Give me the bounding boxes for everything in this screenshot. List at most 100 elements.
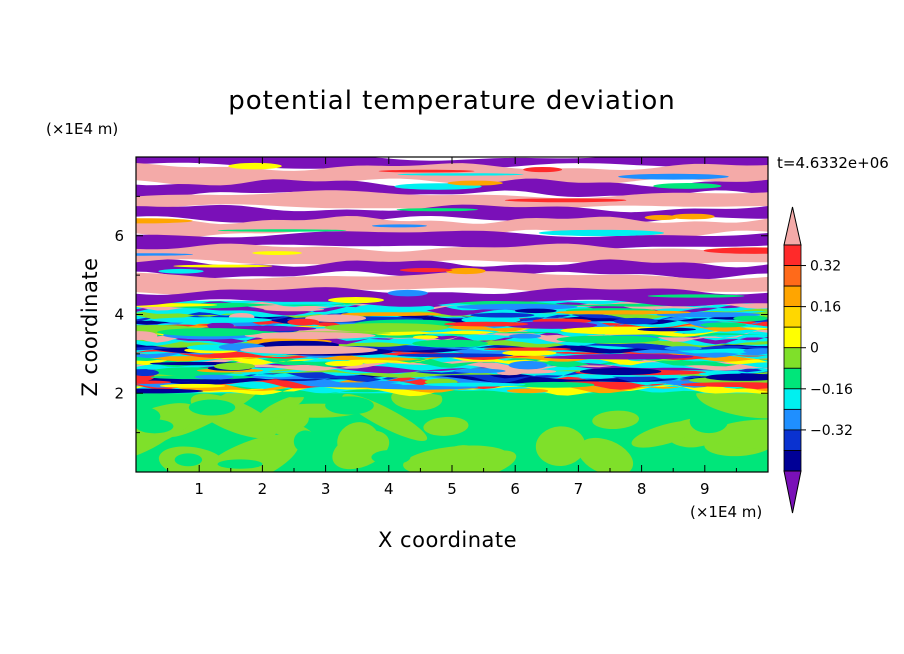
seam [523,166,563,173]
seam [396,208,479,212]
colorbar-box [783,408,802,431]
streak [324,323,450,332]
blob-green [136,419,174,434]
streak [263,308,325,312]
x-tick-label: 5 [447,480,457,498]
seam [397,173,524,176]
chart-title: potential temperature deviation [228,86,676,116]
streak [514,308,557,314]
seam [618,173,729,180]
streak [159,383,226,388]
colorbar-under-triangle [783,470,802,514]
colorbar-box [783,326,802,349]
blob-green [371,449,411,465]
x-axis-label: X coordinate [378,528,518,552]
streak [194,374,234,380]
y-tick-label: 2 [114,384,124,402]
x-tick-label: 1 [194,480,204,498]
streak [136,331,158,341]
band-mixed [136,359,768,372]
colorbar-label: 0.16 [810,300,841,316]
streak [506,388,549,394]
seam [670,213,715,220]
colorbar-label: −0.32 [810,423,853,439]
x-tick-label: 4 [384,480,394,498]
streak [456,303,578,310]
streak [506,321,598,329]
streak [150,317,273,323]
colorbar-box [783,429,802,451]
streak [637,327,696,332]
blob-light-green [535,426,586,467]
streak [213,362,256,370]
colorbar-box [783,388,802,410]
streak [579,367,662,375]
x-tick-label: 6 [510,480,520,498]
streak [555,310,691,315]
streak [556,335,660,344]
streak [341,312,442,317]
blob-light-green [578,437,634,472]
colorbar-box [783,285,802,308]
streak [240,345,378,355]
streak [483,347,572,351]
streak [305,382,403,388]
streak [680,382,768,387]
streak [157,328,264,337]
layer-under [136,230,768,252]
band-mixed [136,353,768,362]
streak [563,353,694,360]
seam [653,183,722,189]
blob-light-green [592,410,640,430]
band-mixed [136,343,768,354]
blob-green [174,453,203,467]
x-tick-label: 8 [637,480,647,498]
blob-light-green [631,420,701,448]
streak [733,315,768,322]
x-tick-label: 3 [321,480,331,498]
streak [502,349,557,356]
y-tick-label: 6 [114,227,124,245]
colorbar-box [783,265,802,287]
seam [504,198,627,203]
colorbar-box [783,347,802,369]
streak [508,360,548,370]
x-tick-label: 7 [574,480,584,498]
streak [305,314,367,322]
blob-green [456,399,498,415]
y-axis-unit: (×1E4 m) [46,120,119,138]
x-tick-label: 9 [700,480,710,498]
blob-green [689,409,729,434]
colorbar-label: −0.16 [810,382,853,398]
colorbar-box [783,244,802,266]
streak [743,348,768,354]
colorbar-box [783,367,802,390]
band-mixed [136,356,768,368]
blob-light-green [421,445,476,472]
streak [664,346,702,351]
blob-light-green [456,450,517,472]
streak [656,312,761,318]
streak [244,332,376,340]
plot-field [136,157,768,472]
seam [703,247,768,254]
layer-over [136,190,768,213]
streak [508,333,542,339]
layer-under [136,204,768,224]
blob-light-green [709,419,768,449]
streak [324,360,364,367]
blob-green [188,399,236,416]
seam [252,251,302,255]
streak [470,312,535,318]
seam [647,294,745,298]
streak [412,335,439,339]
seam [445,267,486,275]
streak [513,381,595,388]
blob-green [217,459,263,469]
streak [136,380,172,384]
colorbar-box [783,306,802,328]
streak [136,388,204,394]
colorbar-box [783,450,802,472]
streak [453,368,506,374]
band-mixed [136,379,768,394]
